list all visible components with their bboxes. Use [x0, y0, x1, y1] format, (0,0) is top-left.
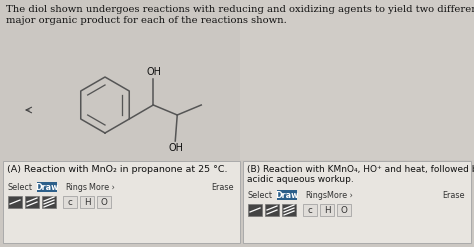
Bar	[25, 196, 39, 208]
Text: major organic product for each of the reactions shown.: major organic product for each of the re…	[6, 16, 287, 25]
Text: OH: OH	[169, 143, 184, 153]
Text: c: c	[68, 198, 73, 206]
Text: H: H	[324, 206, 330, 214]
Bar	[265, 204, 279, 216]
Bar	[42, 196, 56, 208]
Bar	[37, 182, 57, 192]
Text: Rings: Rings	[305, 190, 327, 200]
Bar	[3, 161, 240, 243]
Text: The diol shown undergoes reactions with reducing and oxidizing agents to yield t: The diol shown undergoes reactions with …	[6, 5, 474, 14]
Text: Erase: Erase	[443, 190, 465, 200]
Bar	[277, 190, 297, 200]
Text: Erase: Erase	[211, 183, 234, 191]
Text: Draw: Draw	[275, 190, 299, 200]
Text: Select: Select	[248, 190, 273, 200]
Text: Rings: Rings	[65, 183, 87, 191]
Text: H: H	[84, 198, 91, 206]
Text: O: O	[340, 206, 347, 214]
Text: More ›: More ›	[89, 183, 115, 191]
Bar	[240, 0, 474, 160]
Text: acidic aqueous workup.: acidic aqueous workup.	[247, 175, 354, 184]
Bar	[248, 204, 262, 216]
Bar	[80, 196, 94, 208]
Text: Select: Select	[8, 183, 33, 191]
Bar	[320, 204, 334, 216]
Text: OH: OH	[147, 67, 162, 77]
Bar	[282, 204, 296, 216]
Bar	[63, 196, 77, 208]
Bar	[303, 204, 317, 216]
Bar	[97, 196, 111, 208]
Bar	[243, 161, 471, 243]
Text: O: O	[100, 198, 108, 206]
Text: Draw: Draw	[35, 183, 59, 191]
Text: (A) Reaction with MnO₂ in propanone at 25 °C.: (A) Reaction with MnO₂ in propanone at 2…	[7, 165, 228, 174]
Text: (B) Reaction with KMnO₄, HO⁺ and heat, followed by an: (B) Reaction with KMnO₄, HO⁺ and heat, f…	[247, 165, 474, 174]
Bar	[337, 204, 351, 216]
Text: More ›: More ›	[327, 190, 353, 200]
Bar	[8, 196, 22, 208]
Text: c: c	[308, 206, 312, 214]
